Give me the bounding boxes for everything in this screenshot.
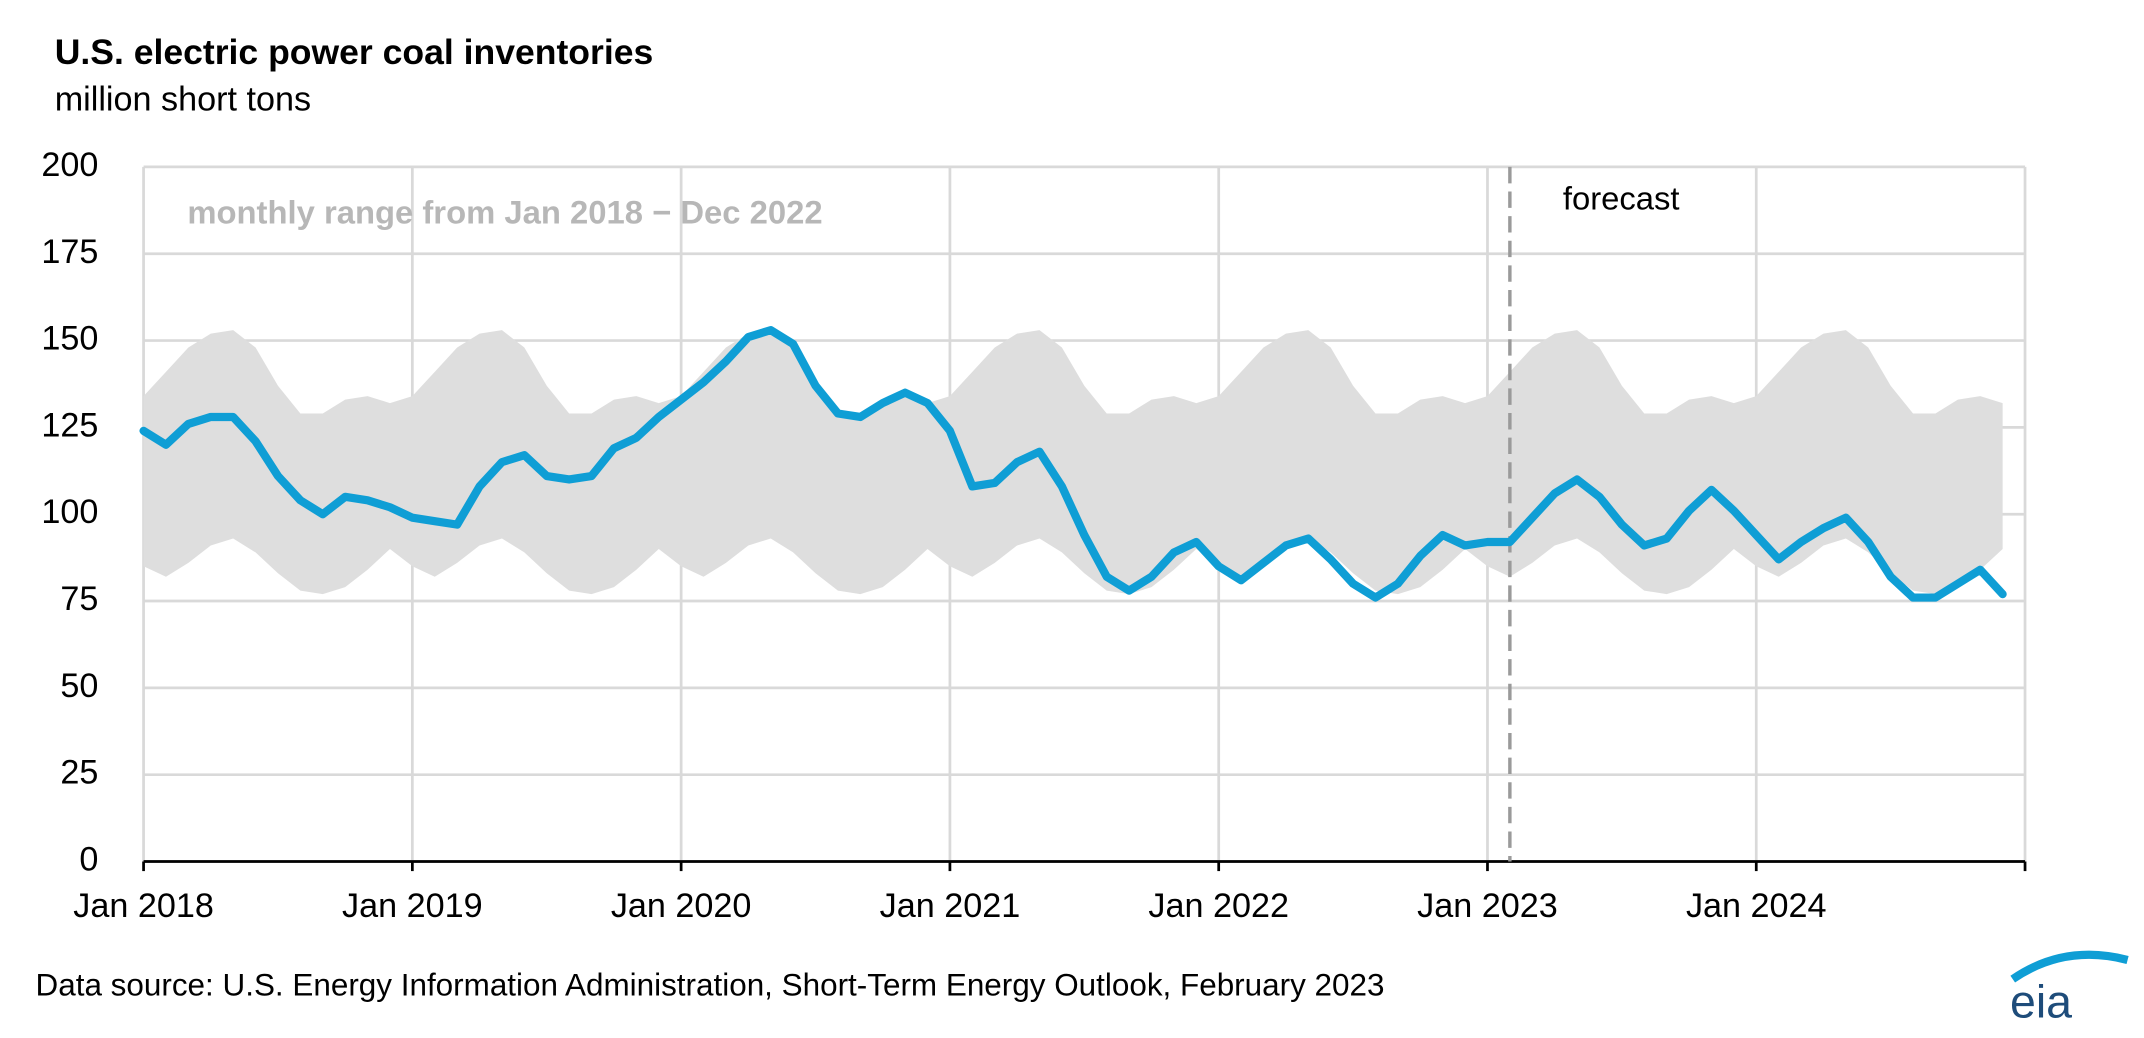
x-tick-label: Jan 2022 [1148, 887, 1289, 925]
chart-title: U.S. electric power coal inventories [55, 32, 654, 72]
y-tick-label: 200 [41, 146, 98, 184]
x-tick-label: Jan 2018 [73, 887, 214, 925]
forecast-label: forecast [1563, 180, 1680, 217]
y-tick-label: 150 [41, 320, 98, 358]
logo-swoosh [2010, 950, 2129, 983]
x-tick-label: Jan 2019 [342, 887, 483, 925]
y-tick-label: 50 [60, 667, 98, 705]
chart-subtitle: million short tons [55, 80, 311, 118]
data-line [139, 326, 2007, 602]
y-tick-label: 0 [79, 841, 98, 879]
y-tick-label: 75 [60, 580, 98, 618]
label-layer: 0 25 50 75 100 125 150 175 200 Jan 2018 Jan 2019 Ja… [41, 146, 1826, 925]
x-tick-label: Jan 2020 [611, 887, 752, 925]
y-tick-label: 25 [60, 754, 98, 792]
band-layer [143, 330, 2003, 595]
x-tick-label: Jan 2023 [1417, 887, 1558, 925]
logo: eia [2010, 975, 2072, 1027]
x-tick-label: Jan 2024 [1686, 887, 1827, 925]
x-tick-label: Jan 2021 [880, 887, 1021, 925]
band-label: monthly range from Jan 2018 − Dec 2022 [187, 193, 822, 230]
y-tick-label: 175 [41, 233, 98, 271]
y-tick-label: 100 [41, 493, 98, 531]
line-layer [139, 166, 2026, 863]
source-note: Data source: U.S. Energy Information Adm… [36, 968, 1385, 1003]
range-band [143, 330, 2003, 595]
y-tick-label: 125 [41, 406, 98, 444]
